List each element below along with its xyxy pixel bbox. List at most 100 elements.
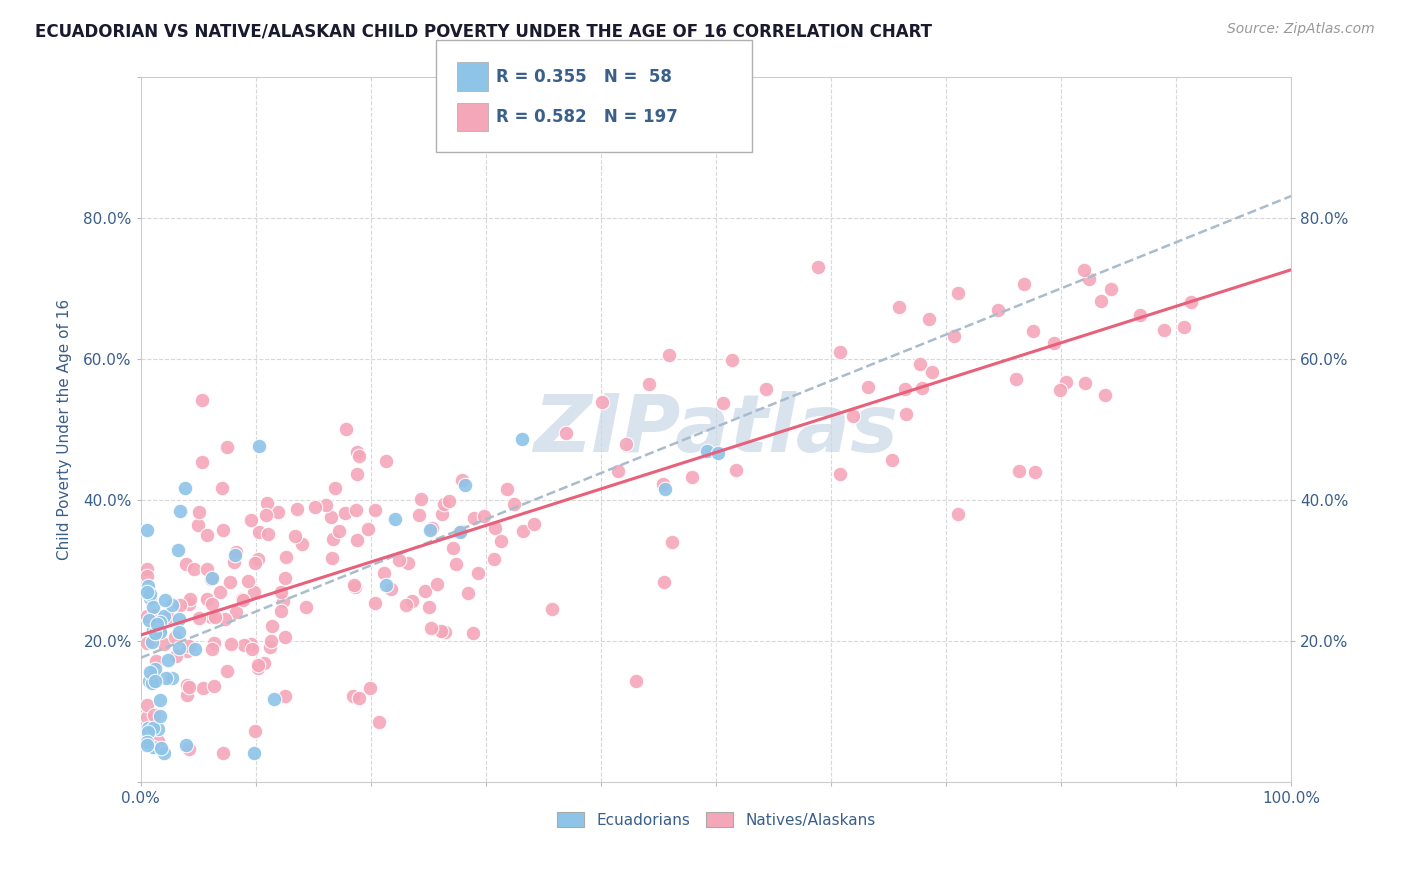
Point [160, 671, 183, 685]
Point [202, 635, 225, 649]
Point [243, 724, 266, 739]
Point [346, 445, 368, 459]
Point [523, 517, 546, 532]
Point [143, 673, 166, 688]
Point [174, 482, 197, 496]
Point [142, 739, 165, 754]
Point [856, 380, 879, 394]
Point [149, 740, 172, 755]
Point [204, 610, 226, 624]
Point [652, 575, 675, 590]
Point [212, 523, 235, 537]
Point [252, 656, 274, 670]
Point [467, 566, 489, 580]
Point [143, 662, 166, 676]
Point [274, 690, 297, 704]
Point [541, 602, 564, 616]
Point [451, 473, 474, 487]
Point [420, 621, 443, 635]
Point [344, 580, 367, 594]
Point [1014, 277, 1036, 291]
Point [1024, 466, 1046, 480]
Point [1173, 319, 1195, 334]
Point [149, 692, 172, 706]
Point [142, 623, 165, 637]
Point [432, 507, 454, 521]
Point [247, 524, 270, 539]
Point [696, 444, 718, 458]
Point [155, 593, 177, 607]
Point [374, 454, 396, 468]
Point [267, 505, 290, 519]
Point [910, 357, 932, 371]
Point [828, 345, 851, 359]
Point [136, 731, 159, 745]
Point [215, 440, 238, 454]
Point [145, 608, 167, 623]
Point [304, 500, 326, 515]
Point [263, 691, 285, 706]
Point [276, 549, 298, 564]
Point [138, 674, 160, 689]
Point [433, 625, 456, 640]
Point [444, 558, 467, 572]
Point [942, 329, 965, 343]
Point [482, 552, 505, 566]
Point [654, 482, 676, 496]
Point [323, 481, 346, 495]
Point [315, 498, 337, 512]
Point [917, 312, 939, 326]
Point [946, 507, 969, 521]
Point [187, 611, 209, 625]
Point [887, 300, 910, 314]
Point [212, 747, 235, 761]
Point [166, 648, 188, 663]
Point [135, 608, 157, 623]
Point [188, 505, 211, 519]
Point [638, 377, 661, 392]
Point [335, 422, 357, 436]
Point [1049, 384, 1071, 398]
Point [349, 691, 371, 706]
Point [160, 598, 183, 612]
Point [681, 469, 703, 483]
Point [135, 569, 157, 583]
Point [328, 524, 350, 538]
Text: R = 0.582   N = 197: R = 0.582 N = 197 [496, 108, 678, 126]
Point [987, 302, 1010, 317]
Point [254, 508, 277, 522]
Point [176, 688, 198, 702]
Point [408, 508, 430, 522]
Point [1180, 294, 1202, 309]
Point [401, 594, 423, 608]
Point [155, 671, 177, 685]
Point [179, 742, 201, 756]
Point [167, 640, 190, 655]
Point [176, 558, 198, 572]
Point [1094, 388, 1116, 402]
Point [135, 709, 157, 723]
Point [195, 592, 218, 607]
Point [135, 636, 157, 650]
Point [495, 482, 517, 496]
Point [141, 676, 163, 690]
Point [555, 426, 578, 441]
Point [1022, 324, 1045, 338]
Point [721, 353, 744, 368]
Point [135, 584, 157, 599]
Point [420, 520, 443, 534]
Point [359, 681, 381, 695]
Point [367, 714, 389, 729]
Point [274, 571, 297, 585]
Point [257, 526, 280, 541]
Point [148, 722, 170, 736]
Point [219, 637, 242, 651]
Point [274, 630, 297, 644]
Point [149, 615, 172, 630]
Point [295, 599, 318, 614]
Point [191, 681, 214, 695]
Point [135, 523, 157, 537]
Point [450, 524, 472, 539]
Point [502, 497, 524, 511]
Point [1077, 271, 1099, 285]
